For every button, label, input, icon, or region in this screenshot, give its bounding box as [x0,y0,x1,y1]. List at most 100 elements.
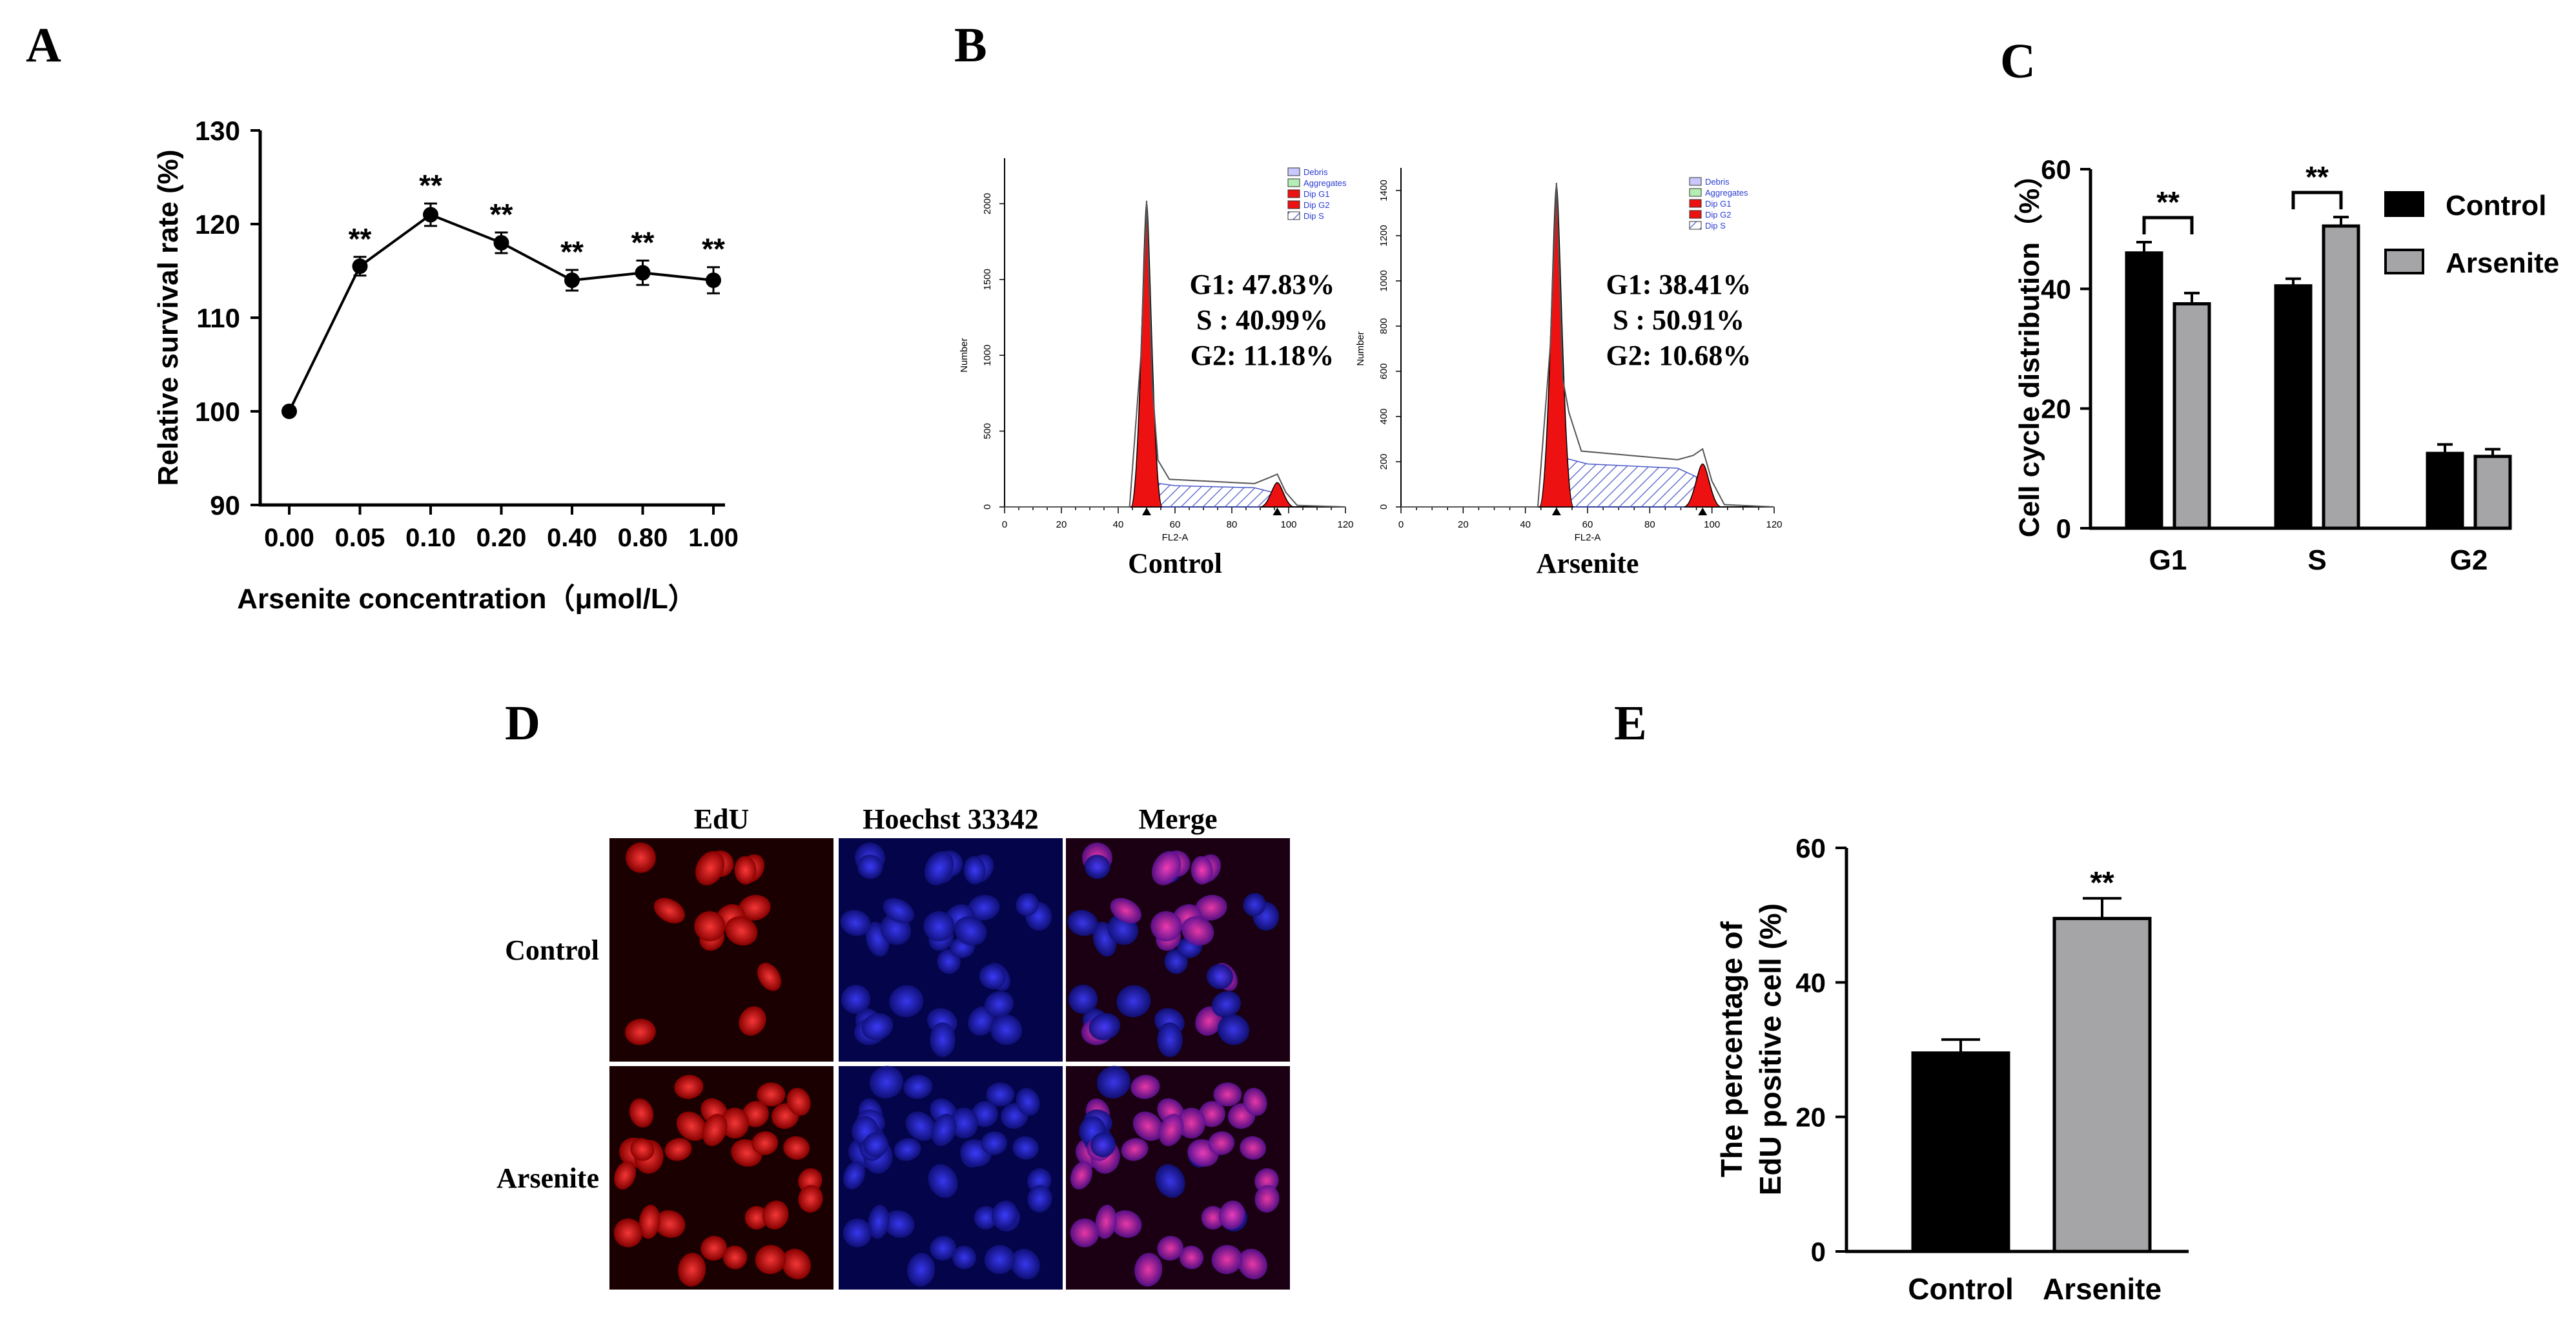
panel-letter-a: A [26,18,61,72]
hist-x-tick-label: 20 [1458,519,1469,530]
hist-legend-swatch [1287,189,1300,198]
hist-stat-1: S : 50.91% [1613,304,1744,336]
nucleus [930,1235,957,1261]
panel-e-bar-chart: 0 20 40 60 Control Arsenite ** The percentage… [1715,833,2189,1306]
nucleus [1218,1200,1245,1229]
hist-condition-label: Control [1128,548,1222,579]
nucleus [963,856,986,885]
nucleus [1110,898,1141,923]
y-tick-label: 90 [210,490,240,520]
nucleus [925,851,954,885]
nucleus [1150,911,1182,941]
panel-letter-b: B [954,18,987,72]
nucleus [1155,1164,1185,1198]
nucleus [863,1132,889,1158]
panel-a-points: ** ** ** ** ** ** [281,169,725,419]
panel-e-bars: ** [1911,866,2152,1253]
nucleus [762,1200,789,1229]
nucleus [1240,1136,1267,1160]
nucleus [1090,1132,1116,1158]
nucleus [676,1111,707,1141]
hist-peak-marker [1698,508,1708,515]
nucleus [783,1136,810,1160]
hist-y-tick-label: 1000 [1378,270,1389,291]
hist-x-tick-label: 0 [1002,519,1007,530]
nucleus [1070,1161,1093,1189]
x-tick-label: 0.00 [264,524,314,552]
x-tick-label: 0.05 [335,524,385,552]
legend-label-control: Control [2446,190,2546,221]
data-point [352,258,368,274]
hist-legend-label: Aggregates [1705,188,1748,198]
panel-e-y-label-line1: The percentage of [1715,921,1748,1177]
significance-marker: ** [2090,866,2114,900]
nucleus [903,1075,933,1099]
hist-data-outline [1401,182,1775,508]
nucleus [1027,1185,1052,1213]
nucleus [654,1210,686,1238]
hist-x-tick-label: 0 [1398,519,1404,530]
hist-x-tick-label: 80 [1644,519,1655,530]
nucleus [1095,1204,1117,1239]
panel-a-y-label: Relative survival rate (%) [152,150,184,486]
nucleus [1191,856,1213,885]
significance-marker: ** [560,235,584,269]
nucleus [868,1204,890,1239]
hist-x-tick-label: 20 [1056,519,1067,530]
hist-y-axis-label: Number [1355,331,1366,365]
hist-peak-marker [1551,508,1561,515]
nucleus [1068,984,1098,1014]
nucleus [1254,1185,1280,1213]
nucleus [1134,1253,1163,1287]
x-tick-label: G2 [2450,544,2488,576]
nucleus [984,1244,1016,1275]
nucleus [725,916,758,946]
panel-c-y-label: Cell cycle distribution（%） [2014,160,2045,537]
nucleus [979,964,1006,989]
nucleus [1211,1244,1243,1275]
y-tick-label: 130 [195,116,240,146]
bar-control-g2 [2426,451,2464,530]
micrograph-arsenite-1 [839,1065,1063,1290]
x-tick-label: 0.10 [405,524,456,552]
hist-g1-peak [1130,203,1163,508]
x-tick-label: 0.40 [547,524,597,552]
nucleus [722,1245,748,1270]
y-tick-label: 40 [2041,274,2071,304]
nucleus [744,1206,768,1229]
hist-x-tick-label: 80 [1227,519,1238,530]
nucleus [1084,854,1110,880]
nucleus [1132,1111,1163,1141]
y-tick-label: 60 [2041,154,2071,185]
nucleus [843,1161,866,1189]
nucleus [1206,964,1233,989]
nucleus [1211,991,1242,1018]
panel-a-line-chart: 90 100 110 120 130 0.00 0.05 0.10 0.20 0.40 0.80 1.… [152,116,739,615]
nucleus [984,991,1014,1018]
panel-e-ticks: 0 20 40 60 Control Arsenite [1795,833,2162,1306]
hist-y-tick-label: 1200 [1378,225,1389,246]
bar-arsenite-g1 [2172,302,2211,530]
nucleus [674,1075,704,1099]
nucleus [1179,1245,1204,1270]
data-point [635,265,651,281]
bar-control-g1 [2125,251,2163,530]
hist-y-tick-label: 0 [982,504,993,509]
nucleus [928,1164,958,1198]
nucleus [974,1206,997,1229]
nucleus [630,1138,655,1161]
nucleus [952,1245,977,1270]
nucleus [990,1014,1023,1045]
x-tick-label: Arsenite [2043,1272,2162,1306]
nucleus [1089,1013,1121,1040]
hist-y-tick-label: 2000 [982,193,993,214]
nucleus [986,1082,1015,1107]
y-tick-label: 120 [195,209,240,240]
data-point [423,207,438,223]
nucleus [626,842,656,873]
nucleus [700,1235,728,1261]
hist-y-axis-label: Number [959,338,970,373]
bar-arsenite-g2 [2473,455,2512,530]
nucleus [755,1244,786,1275]
